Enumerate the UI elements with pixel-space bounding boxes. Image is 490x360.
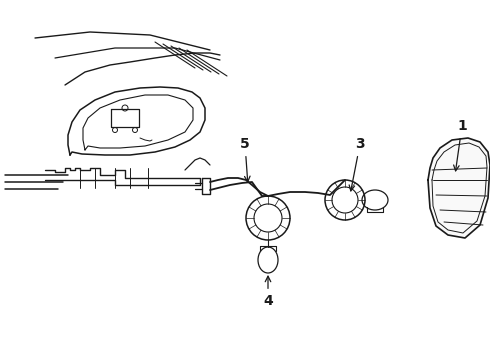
Text: 3: 3	[349, 137, 365, 191]
Text: 5: 5	[240, 137, 250, 182]
Polygon shape	[428, 138, 490, 238]
Text: 2: 2	[0, 359, 1, 360]
Text: 1: 1	[454, 119, 467, 171]
Text: 4: 4	[263, 276, 273, 308]
